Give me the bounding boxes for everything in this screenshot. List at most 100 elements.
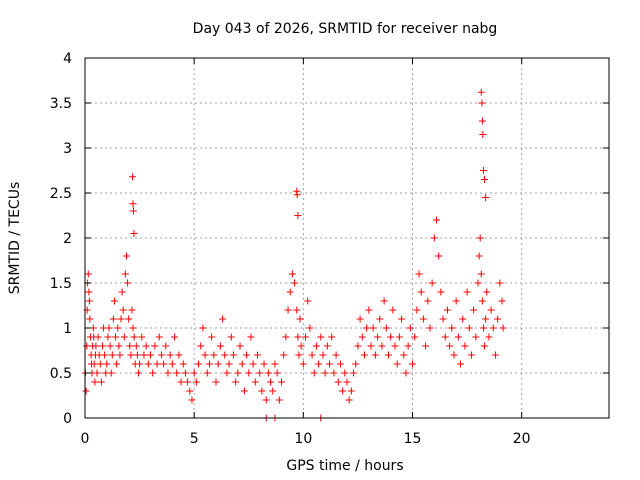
- data-point: [112, 333, 120, 341]
- data-point: [129, 200, 137, 208]
- data-point: [227, 333, 235, 341]
- data-point: [439, 315, 447, 323]
- data-point: [404, 342, 412, 350]
- data-point: [181, 369, 189, 377]
- data-point: [380, 297, 388, 305]
- data-point: [134, 369, 142, 377]
- data-point: [499, 324, 507, 332]
- data-point: [186, 387, 194, 395]
- data-point: [98, 342, 106, 350]
- data-point: [341, 369, 349, 377]
- data-point: [354, 342, 362, 350]
- data-point: [110, 297, 118, 305]
- data-point: [443, 306, 451, 314]
- data-point: [358, 333, 366, 341]
- data-point: [107, 369, 115, 377]
- data-point: [296, 315, 304, 323]
- data-point: [164, 369, 172, 377]
- data-point: [128, 306, 136, 314]
- data-point: [472, 333, 480, 341]
- data-point: [130, 230, 138, 237]
- data-point: [101, 351, 109, 359]
- data-point: [411, 333, 419, 341]
- data-point: [232, 378, 240, 386]
- data-point: [282, 333, 290, 341]
- data-point: [409, 360, 416, 368]
- data-point: [478, 297, 486, 305]
- data-point: [406, 324, 414, 332]
- x-ticks: 0 5 10 15 20: [81, 58, 531, 447]
- data-point: [494, 315, 502, 323]
- data-point: [343, 378, 351, 386]
- data-point: [166, 351, 174, 359]
- data-point: [293, 306, 301, 314]
- y-tick-label: 3.5: [50, 96, 72, 112]
- data-point: [91, 378, 99, 386]
- data-point: [479, 131, 487, 138]
- data-point: [234, 369, 242, 377]
- data-point: [312, 342, 320, 350]
- data-point: [155, 333, 163, 341]
- data-point: [117, 315, 125, 323]
- data-point: [321, 369, 329, 377]
- data-point: [229, 351, 237, 359]
- data-point: [85, 288, 93, 296]
- data-point: [262, 396, 270, 404]
- data-point: [360, 351, 368, 359]
- data-point: [162, 342, 170, 350]
- y-tick-label: 2: [63, 231, 72, 247]
- data-point: [129, 173, 137, 181]
- data-point: [352, 360, 360, 368]
- data-point: [415, 270, 423, 278]
- data-point: [142, 342, 150, 350]
- data-point: [275, 396, 283, 404]
- data-point: [326, 360, 334, 368]
- data-point: [496, 279, 504, 287]
- data-point: [82, 387, 90, 395]
- data-point: [310, 369, 318, 377]
- data-point: [251, 378, 259, 386]
- data-point: [179, 360, 187, 368]
- data-point: [435, 252, 443, 260]
- data-point: [96, 360, 104, 368]
- data-point: [171, 333, 179, 341]
- y-tick-label: 0: [63, 411, 72, 427]
- data-point: [249, 360, 257, 368]
- data-point: [105, 324, 113, 332]
- data-point: [267, 378, 275, 386]
- y-tick-label: 4: [63, 51, 72, 67]
- data-point: [245, 369, 253, 377]
- data-point: [328, 333, 336, 341]
- data-point: [236, 342, 244, 350]
- data-point: [478, 117, 486, 125]
- data-point: [448, 324, 456, 332]
- data-point: [389, 306, 397, 314]
- data-point: [269, 387, 277, 395]
- data-point: [133, 351, 141, 359]
- data-point: [114, 324, 122, 332]
- data-point: [116, 351, 124, 359]
- data-point: [130, 333, 138, 341]
- data-point: [457, 360, 465, 368]
- data-point: [395, 333, 403, 341]
- data-point: [363, 324, 371, 332]
- data-point: [109, 315, 117, 323]
- data-point: [144, 360, 152, 368]
- data-point: [219, 315, 227, 323]
- data-point: [454, 333, 462, 341]
- data-point: [369, 324, 377, 332]
- data-point: [332, 351, 340, 359]
- data-point: [461, 342, 469, 350]
- data-point: [474, 279, 482, 287]
- data-point: [85, 297, 93, 305]
- data-point: [195, 360, 203, 368]
- data-point: [127, 351, 135, 359]
- data-point: [103, 360, 111, 368]
- data-point: [119, 306, 127, 314]
- data-point: [479, 167, 487, 174]
- data-point: [483, 288, 491, 296]
- data-point: [264, 369, 272, 377]
- data-point: [323, 342, 331, 350]
- data-point: [104, 333, 112, 341]
